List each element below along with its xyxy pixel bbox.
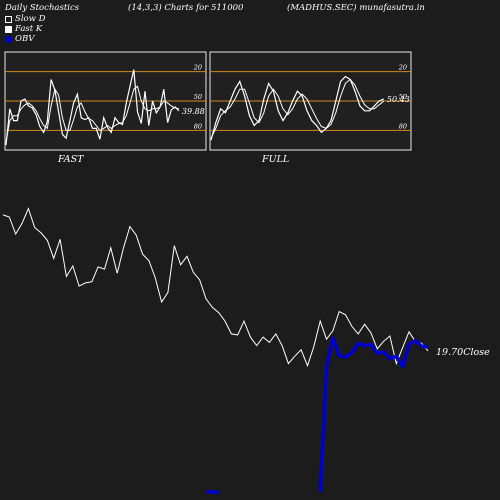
legend-label-fast-k: Fast K — [15, 24, 43, 34]
close-value-label: 19.70Close — [436, 347, 490, 358]
legend-label-slow-d: Slow D — [15, 14, 46, 24]
full-series-line-0 — [210, 75, 385, 141]
legend-swatch-slow-d — [5, 15, 12, 23]
obv-line-segment-1 — [318, 336, 429, 492]
chart-params: (14,3,3) Charts for 511000 — [128, 3, 244, 13]
chart-symbol: (MADHUS.SEC) munafasutra.in — [287, 3, 425, 13]
fast-series-line-0 — [5, 69, 180, 146]
legend-label-obv: OBV — [15, 34, 35, 44]
full-tick-label-50: 50 — [399, 93, 407, 101]
full-panel-label: FULL — [262, 154, 290, 165]
full-tick-label-80: 20 — [398, 64, 407, 72]
full-last-value-label: 50.43 — [387, 95, 410, 104]
legend-swatch-obv — [5, 35, 12, 43]
price-line — [2, 207, 429, 368]
legend-item-fast-k: Fast K — [5, 24, 42, 34]
legend-item-obv: OBV — [5, 34, 34, 44]
fast-tick-label-80: 20 — [193, 64, 202, 72]
chart-title: Daily Stochastics — [5, 3, 80, 13]
obv-line-segment-0 — [206, 490, 219, 495]
full-tick-label-20: 80 — [399, 122, 407, 130]
full-series-line-1 — [210, 78, 385, 139]
fast-last-value-label: 39.88 — [182, 107, 205, 116]
legend-item-slow-d: Slow D — [5, 14, 45, 24]
fast-series-line-1 — [5, 85, 180, 143]
fast-panel-label: FAST — [58, 154, 84, 165]
legend-swatch-fast-k — [5, 25, 12, 33]
fast-tick-label-20: 80 — [194, 122, 202, 130]
fast-tick-label-50: 50 — [194, 93, 202, 101]
